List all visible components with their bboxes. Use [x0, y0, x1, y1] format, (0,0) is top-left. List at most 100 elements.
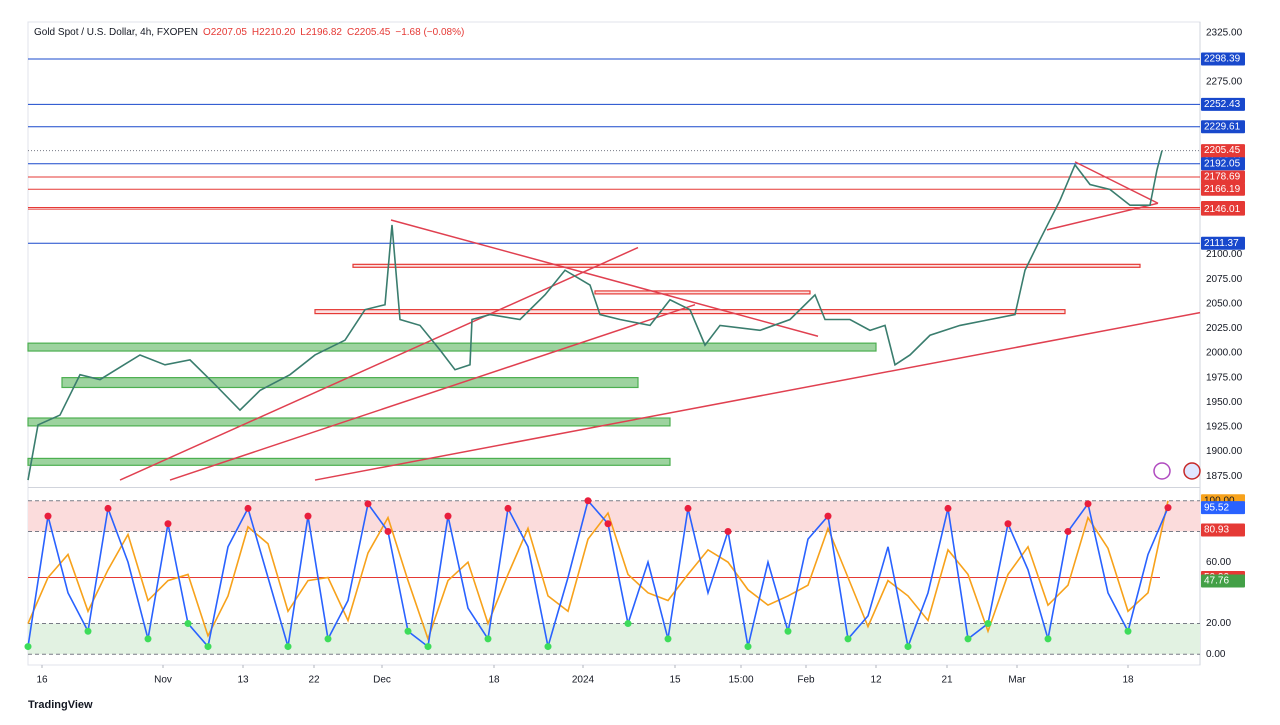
- trend-line: [1046, 202, 1159, 231]
- series-line: [27, 150, 1163, 481]
- price-badge-label: 2178.69: [1204, 172, 1241, 183]
- price-badge: [1201, 52, 1245, 66]
- symbol-title: Gold Spot / U.S. Dollar, 4h, FXOPEN: [34, 27, 198, 38]
- x-tick-label: Feb: [797, 675, 815, 686]
- price-badge: [1201, 236, 1245, 250]
- signal-dot: [604, 520, 612, 528]
- series-line: [27, 500, 1169, 642]
- signal-dot: [204, 643, 212, 651]
- signal-dot: [964, 635, 972, 643]
- x-tick-label: 15:00: [728, 675, 753, 686]
- price-badge-label: 2252.43: [1204, 99, 1241, 110]
- legend-header: Gold Spot / U.S. Dollar, 4h, FXOPEN O220…: [34, 27, 464, 38]
- y-tick-label: 2000.00: [1206, 348, 1243, 359]
- signal-dot: [944, 504, 952, 512]
- trend-line: [169, 304, 696, 481]
- x-tick-label: 16: [36, 675, 48, 686]
- x-tick-label: 15: [669, 675, 681, 686]
- y-tick-label: 20.00: [1206, 618, 1231, 629]
- price-badge: [1201, 170, 1245, 184]
- price-badge: [1201, 574, 1245, 588]
- signal-dot: [664, 635, 672, 643]
- price-badge: [1201, 120, 1245, 134]
- signal-dot: [784, 627, 792, 635]
- signal-dot: [444, 512, 452, 520]
- ohlc-value: −1.68 (−0.08%): [395, 27, 465, 38]
- signal-dot: [544, 643, 552, 651]
- price-badge: [1201, 157, 1245, 171]
- signal-dot: [1164, 504, 1172, 512]
- zone: [27, 457, 671, 466]
- signal-dot: [384, 527, 392, 535]
- x-tick-label: 22: [308, 675, 320, 686]
- signal-dot: [184, 620, 192, 628]
- price-badge-label: 100.00: [1204, 495, 1235, 506]
- y-tick-label: 2275.00: [1206, 77, 1243, 88]
- price-badge-label: 2229.61: [1204, 121, 1241, 132]
- signal-dot: [1124, 627, 1132, 635]
- y-tick-label: 2025.00: [1206, 323, 1243, 334]
- band: [28, 500, 1200, 532]
- signal-dot: [44, 512, 52, 520]
- signal-dot: [844, 635, 852, 643]
- y-tick-label: 1950.00: [1206, 397, 1243, 408]
- price-badge: [1201, 97, 1245, 111]
- price-badge-label: 2192.05: [1204, 158, 1241, 169]
- price-badge-label: 2166.19: [1204, 184, 1241, 195]
- price-badge: [1201, 501, 1245, 515]
- trend-line: [390, 219, 819, 337]
- signal-dot: [624, 620, 632, 628]
- x-tick-label: 18: [1122, 675, 1134, 686]
- band: [28, 623, 1200, 655]
- y-tick-label: 1875.00: [1206, 471, 1243, 482]
- signal-dot: [84, 627, 92, 635]
- signal-dot: [284, 643, 292, 651]
- price-badge: [1201, 523, 1245, 537]
- signal-dot: [824, 512, 832, 520]
- ohlc-value: O2207.05: [202, 27, 247, 38]
- zone: [61, 377, 639, 389]
- alert-icon[interactable]: [1153, 462, 1171, 480]
- y-tick-label: 60.00: [1206, 557, 1231, 568]
- y-tick-label: 2050.00: [1206, 298, 1243, 309]
- zone: [352, 263, 1141, 268]
- zone: [27, 417, 671, 427]
- flag-icon[interactable]: [1183, 462, 1201, 480]
- signal-dot: [304, 512, 312, 520]
- x-tick-label: Nov: [154, 675, 172, 686]
- signal-dot: [904, 643, 912, 651]
- signal-dot: [364, 500, 372, 508]
- ohlc-value: H2210.20: [251, 27, 296, 38]
- zone: [27, 342, 877, 352]
- y-tick-label: 2325.00: [1206, 27, 1243, 38]
- y-tick-label: 2075.00: [1206, 274, 1243, 285]
- signal-dot: [984, 620, 992, 628]
- signal-dot: [1084, 500, 1092, 508]
- signal-dot: [684, 504, 692, 512]
- signal-dot: [164, 520, 172, 528]
- signal-dot: [1044, 635, 1052, 643]
- x-tick-label: Dec: [373, 675, 391, 686]
- price-badge: [1201, 182, 1245, 196]
- x-tick-label: 12: [870, 675, 882, 686]
- trend-line: [1074, 161, 1159, 204]
- price-badge-label: 2205.45: [1204, 145, 1241, 156]
- x-tick-label: Mar: [1008, 675, 1026, 686]
- zone: [594, 290, 811, 295]
- ohlc-value: C2205.45: [347, 27, 391, 38]
- signal-dot: [404, 627, 412, 635]
- series-line: [27, 499, 1169, 650]
- signal-dot: [584, 497, 592, 505]
- ohlc-value: L2196.82: [300, 27, 342, 38]
- signal-dot: [744, 643, 752, 651]
- price-badge-label: 2111.37: [1204, 238, 1239, 249]
- y-tick-label: 1975.00: [1206, 372, 1243, 383]
- x-tick-label: 2024: [572, 675, 595, 686]
- trend-line: [314, 311, 1201, 481]
- y-tick-label: 2100.00: [1206, 249, 1243, 260]
- x-tick-label: 21: [941, 675, 953, 686]
- signal-dot: [504, 504, 512, 512]
- signal-dot: [324, 635, 332, 643]
